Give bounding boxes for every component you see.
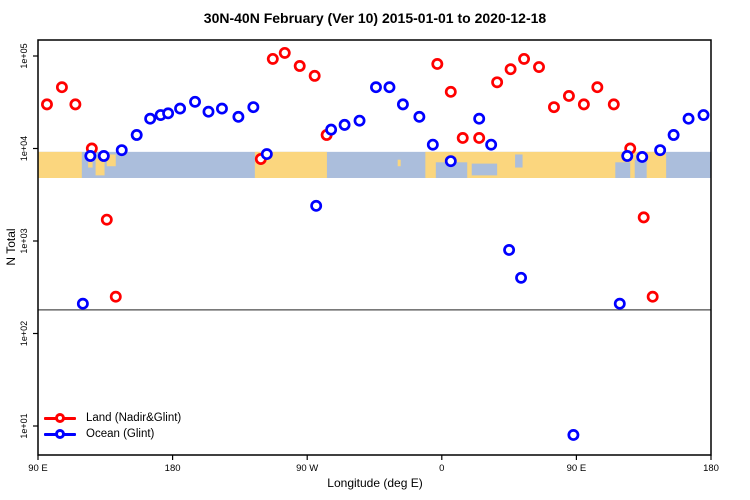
data-point-ocean — [115, 144, 128, 157]
data-point-land — [55, 81, 68, 94]
data-point-land — [431, 58, 444, 70]
y-tick-label: 1e+05 — [19, 43, 29, 68]
data-point-ocean — [130, 129, 143, 141]
chart-title: 30N-40N February (Ver 10) 2015-01-01 to … — [203, 10, 547, 26]
x-tick-label: 0 — [439, 463, 444, 474]
data-point-ocean — [485, 138, 498, 151]
data-point-ocean — [338, 118, 351, 131]
data-point-ocean — [613, 297, 626, 310]
data-point-ocean — [396, 98, 409, 111]
data-point-ocean — [621, 150, 634, 162]
data-point-ocean — [162, 107, 175, 120]
data-point-ocean — [636, 151, 649, 163]
map-band-island-patch — [106, 154, 116, 167]
data-point-land — [607, 98, 620, 111]
data-point-land — [548, 101, 560, 114]
data-point-ocean — [654, 144, 667, 157]
data-point-land — [562, 89, 575, 102]
map-band-sea-patch — [634, 159, 647, 178]
data-point-land — [109, 290, 122, 303]
map-band-island-patch — [95, 158, 105, 176]
x-tick-label: 180 — [165, 463, 181, 474]
y-tick-label: 1e+01 — [19, 413, 29, 438]
data-point-land — [278, 46, 291, 59]
data-point-land — [69, 98, 82, 111]
x-tick-label: 90 E — [28, 463, 48, 474]
data-point-land — [41, 98, 53, 111]
plot-border — [37, 39, 712, 456]
data-point-land — [100, 213, 113, 226]
legend-item-land: Land (Nadir&Glint) — [44, 410, 181, 426]
y-tick-label: 1e+03 — [19, 228, 29, 253]
data-point-ocean — [174, 102, 187, 115]
data-point-ocean — [310, 199, 323, 212]
data-point-land — [518, 52, 531, 65]
legend-marker-ocean — [44, 429, 76, 439]
data-point-ocean — [202, 105, 215, 118]
data-point-ocean — [84, 150, 97, 162]
map-band-sea-patch — [435, 162, 468, 178]
data-point-ocean — [413, 110, 426, 123]
data-point-ocean — [97, 150, 110, 162]
data-point-ocean — [216, 102, 228, 115]
data-point-ocean — [189, 95, 201, 108]
data-point-land — [491, 76, 504, 89]
map-band-sea-patch — [471, 163, 498, 176]
data-point-land — [293, 60, 306, 72]
data-point-ocean — [503, 244, 516, 256]
data-point-ocean — [144, 112, 157, 125]
x-tick-label: 180 — [703, 463, 719, 474]
data-point-ocean — [76, 297, 89, 310]
data-point-ocean — [260, 148, 273, 161]
data-point-land — [266, 52, 279, 65]
data-point-ocean — [232, 110, 245, 123]
data-point-ocean — [567, 429, 580, 441]
map-band-sea-patch — [615, 162, 631, 178]
data-point-ocean — [353, 114, 366, 127]
data-point-land — [473, 132, 486, 144]
legend-label-land: Land (Nadir&Glint) — [86, 412, 182, 424]
data-point-ocean — [325, 123, 338, 136]
data-point-land — [504, 63, 517, 76]
legend: Land (Nadir&Glint) Ocean (Glint) — [44, 410, 181, 442]
map-band-sea-patch — [515, 154, 523, 168]
x-tick-label: 90 E — [567, 463, 587, 474]
data-point-land — [456, 132, 469, 144]
data-point-land — [444, 85, 457, 98]
data-point-ocean — [515, 271, 528, 284]
data-point-ocean — [444, 155, 457, 168]
data-point-land — [577, 98, 590, 111]
legend-label-ocean: Ocean (Glint) — [86, 428, 155, 440]
data-point-ocean — [370, 81, 382, 94]
y-tick-label: 1e+02 — [19, 321, 29, 346]
data-point-ocean — [426, 138, 439, 151]
data-point-ocean — [667, 129, 680, 141]
data-point-ocean — [682, 112, 695, 125]
data-point-land — [637, 211, 650, 224]
y-tick-label: 1e+04 — [19, 136, 29, 161]
x-axis-label: Longitude (deg E) — [327, 476, 423, 490]
data-point-land — [646, 290, 659, 303]
data-point-land — [591, 81, 604, 94]
legend-marker-land — [44, 413, 76, 423]
data-point-land — [308, 69, 321, 82]
data-point-ocean — [383, 81, 396, 94]
data-point-ocean — [697, 109, 710, 121]
legend-item-ocean: Ocean (Glint) — [44, 426, 181, 442]
data-point-ocean — [247, 101, 260, 114]
map-band-land-segment — [38, 151, 82, 178]
data-point-ocean — [473, 112, 486, 125]
x-tick-label: 90 W — [296, 463, 318, 474]
y-axis-label: N Total — [4, 228, 18, 266]
map-band-island-patch — [397, 159, 401, 167]
data-point-land — [533, 61, 545, 73]
